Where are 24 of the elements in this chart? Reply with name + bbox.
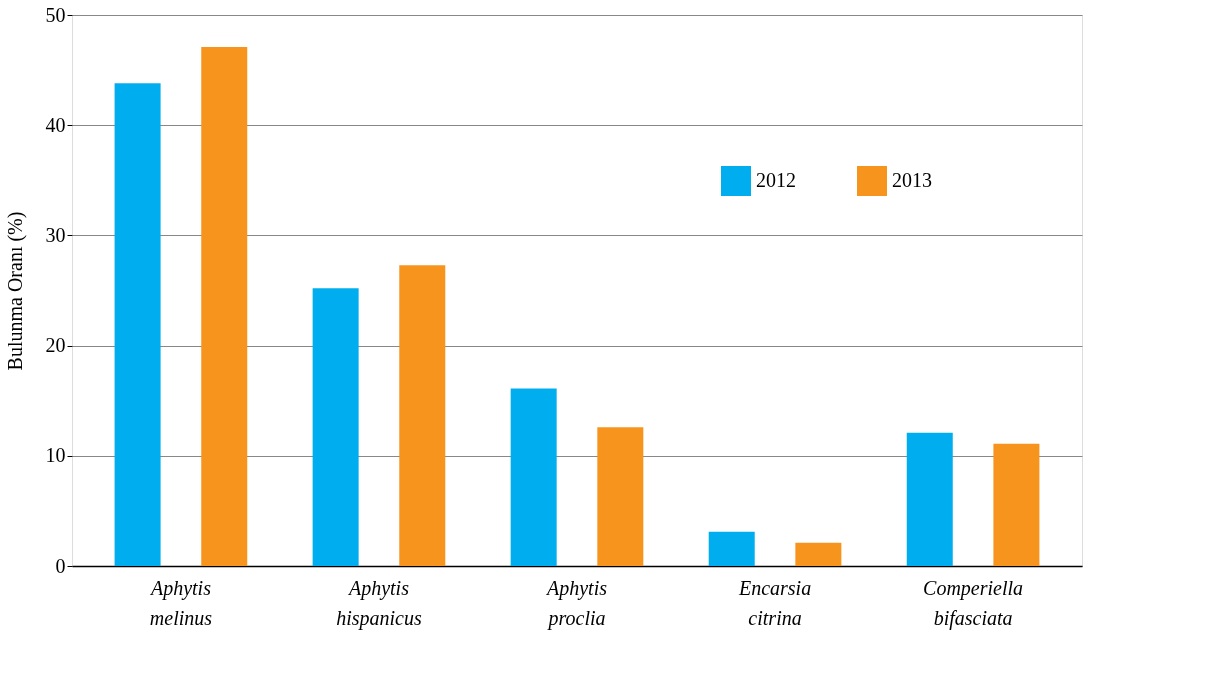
bar	[597, 427, 644, 566]
legend-label: 2013	[892, 169, 932, 191]
bar	[312, 288, 359, 566]
x-tick-label: Encarsia citrina	[737, 576, 812, 629]
bar	[708, 531, 755, 566]
bar	[795, 542, 842, 566]
y-tick-label: 40	[45, 113, 66, 136]
bar	[993, 443, 1040, 566]
y-tick-label: 30	[45, 223, 66, 246]
x-tick-label: Aphytis proclia	[545, 576, 608, 630]
y-tick-label: 0	[55, 554, 66, 577]
y-tick-label: 50	[45, 3, 66, 26]
bar	[510, 388, 557, 566]
bar	[399, 265, 446, 566]
x-tick-label: Aphytis melinus	[148, 576, 213, 629]
y-axis-title: Bulunma Oranı (%)	[3, 211, 27, 371]
legend-label: 2012	[756, 169, 796, 191]
bar	[906, 432, 953, 566]
x-tick-label: Comperiella bifasciata	[923, 576, 1024, 630]
x-tick-label: Aphytis hispanicus	[336, 576, 422, 630]
y-tick-label: 10	[45, 444, 66, 467]
bar	[114, 83, 161, 566]
y-tick-label: 20	[45, 334, 66, 357]
bar	[201, 46, 248, 566]
